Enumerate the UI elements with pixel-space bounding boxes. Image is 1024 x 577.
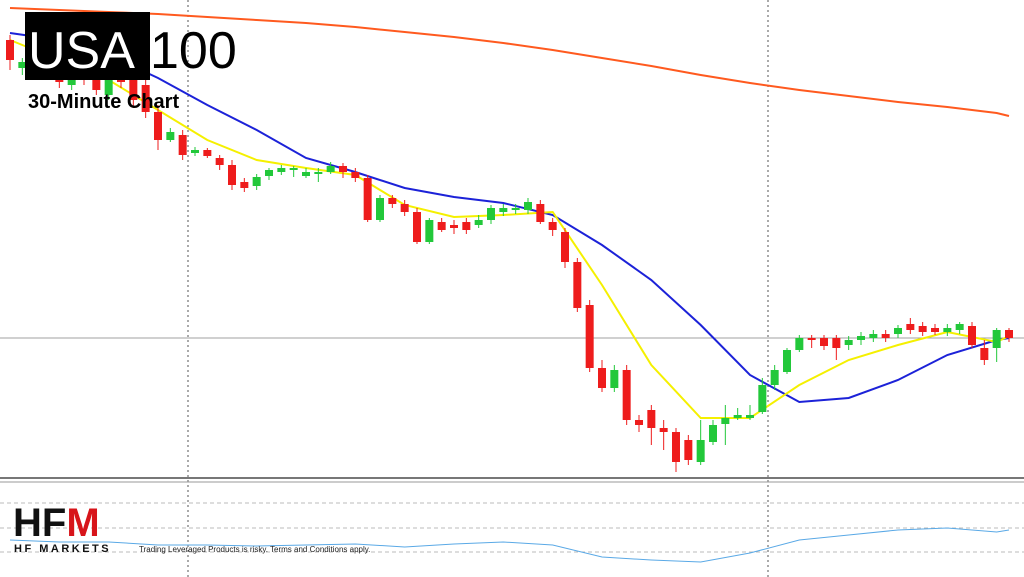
candle-body [129, 80, 138, 100]
candle-body [733, 415, 742, 418]
candle-body [487, 208, 495, 220]
candle-body [709, 425, 717, 442]
candle-body [795, 338, 804, 350]
candle-body [820, 338, 828, 346]
candle-body [339, 166, 347, 172]
candle-body [277, 168, 286, 172]
plot-area [0, 7, 1024, 563]
candle-body [622, 370, 631, 420]
candle-body [326, 166, 335, 172]
candle-body [672, 432, 680, 462]
candle-body [215, 158, 224, 165]
candle-body [141, 85, 150, 112]
candle-body [400, 204, 409, 212]
candle-body [906, 324, 915, 330]
candle-body [585, 305, 594, 368]
candle-body [388, 198, 397, 204]
moving-average [9, 7, 1010, 117]
candle-body [376, 198, 384, 220]
candle-body [265, 170, 273, 176]
logo-name: HF MARKETS [14, 543, 111, 555]
candle-body [228, 165, 236, 185]
candle-body [573, 262, 582, 308]
candle-body [746, 415, 754, 418]
candle-body [659, 428, 668, 432]
candle-body [18, 62, 27, 68]
candle-body [437, 222, 446, 230]
candle-body [166, 132, 175, 140]
candle-body [598, 368, 606, 388]
candle-body [807, 338, 816, 340]
logo-mark-red: M [66, 501, 99, 545]
candle-body [524, 202, 532, 210]
candle-body [561, 232, 569, 262]
subtitle: 30-Minute Chart [28, 91, 179, 113]
candle-body [474, 220, 483, 225]
candle-body [548, 222, 557, 230]
disclaimer: Trading Leveraged Products is risky. Ter… [139, 545, 370, 554]
candle-body [178, 135, 187, 155]
candle-body [536, 204, 545, 222]
candle-body [1005, 330, 1013, 338]
candle-body [203, 150, 212, 156]
candle-body [351, 172, 360, 178]
candle-body [918, 326, 927, 332]
candle-body [955, 324, 964, 330]
title-highlight: USA [28, 22, 135, 80]
candle-body [844, 340, 853, 345]
candle-body [289, 168, 298, 170]
candle-body [968, 326, 976, 345]
candle-body [980, 348, 989, 360]
candle-body [363, 178, 372, 220]
candle-body [635, 420, 643, 425]
candle-body [992, 330, 1001, 348]
title-box [25, 12, 150, 80]
candle-body [783, 350, 791, 372]
candle-body [647, 410, 656, 428]
candle-body [252, 177, 261, 186]
candle-body [881, 334, 890, 338]
candle-body [425, 220, 434, 242]
logo-mark: HFM [13, 501, 100, 545]
indicator-line [9, 527, 1010, 563]
candle-body [6, 40, 14, 60]
candle-body [832, 338, 841, 348]
candle-body [894, 328, 902, 334]
candle-body [314, 172, 323, 174]
candle-body [758, 385, 767, 412]
candle-body [104, 75, 113, 95]
candle-body [721, 418, 730, 424]
candle-body [696, 440, 705, 462]
candle-body [684, 440, 693, 460]
title: 100 [150, 22, 237, 80]
candle-body [857, 336, 865, 340]
candle-body [770, 370, 779, 385]
candle-body [943, 328, 952, 332]
candle-body [499, 208, 508, 212]
candle-body [240, 182, 249, 188]
candle-body [154, 112, 162, 140]
candle-body [302, 172, 310, 176]
candle-body [610, 370, 619, 388]
candle-body [869, 334, 878, 338]
candle-body [413, 212, 421, 242]
candle-body [931, 328, 939, 332]
logo-mark-dark: HF [13, 501, 66, 545]
candle-body [462, 222, 471, 230]
candle-body [450, 225, 458, 228]
candle-body [191, 150, 199, 153]
candle-body [511, 208, 520, 210]
